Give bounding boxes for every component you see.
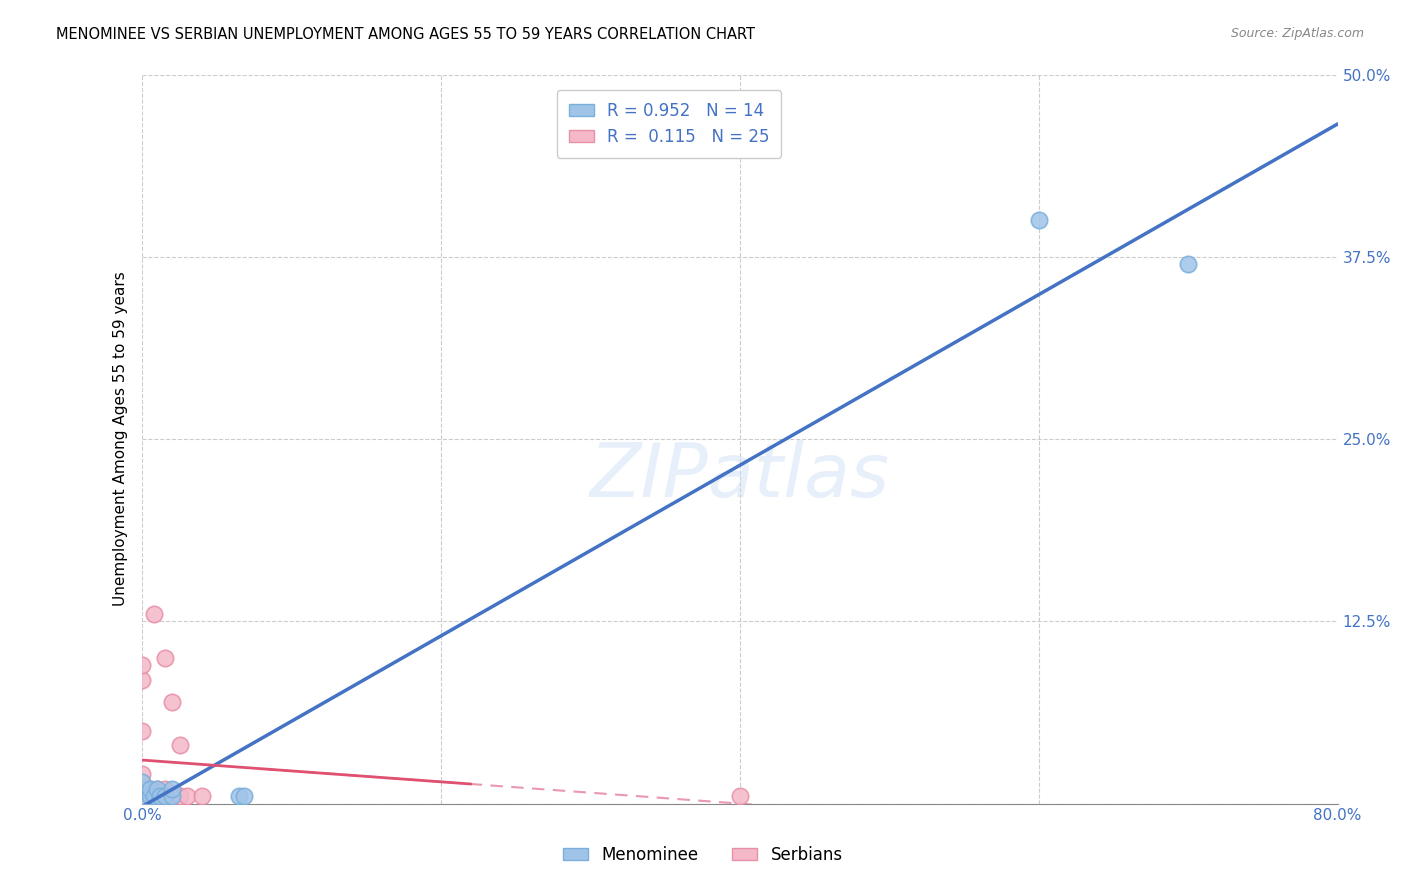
- Point: [146, 789, 169, 804]
- Point: [139, 789, 162, 804]
- Text: MENOMINEE VS SERBIAN UNEMPLOYMENT AMONG AGES 55 TO 59 YEARS CORRELATION CHART: MENOMINEE VS SERBIAN UNEMPLOYMENT AMONG …: [56, 27, 755, 42]
- Point: [139, 789, 162, 804]
- Point: [160, 789, 183, 804]
- Point: [131, 673, 153, 687]
- Point: [191, 789, 214, 804]
- Point: [131, 789, 153, 804]
- Point: [153, 650, 176, 665]
- Point: [169, 789, 191, 804]
- Point: [160, 782, 183, 797]
- Point: [146, 782, 169, 797]
- Point: [153, 789, 176, 804]
- Point: [131, 782, 153, 797]
- Point: [131, 658, 153, 673]
- Point: [139, 782, 162, 797]
- Point: [160, 789, 183, 804]
- Y-axis label: Unemployment Among Ages 55 to 59 years: Unemployment Among Ages 55 to 59 years: [114, 272, 128, 607]
- Legend: Menominee, Serbians: Menominee, Serbians: [557, 839, 849, 871]
- Point: [153, 789, 176, 804]
- Point: [149, 789, 172, 804]
- Text: ZIPatlas: ZIPatlas: [591, 440, 890, 511]
- Point: [149, 789, 172, 804]
- Point: [232, 789, 254, 804]
- Point: [143, 607, 166, 621]
- Point: [131, 782, 153, 797]
- Legend: R = 0.952   N = 14, R =  0.115   N = 25: R = 0.952 N = 14, R = 0.115 N = 25: [557, 90, 782, 158]
- Point: [146, 782, 169, 797]
- Point: [1028, 213, 1050, 227]
- Point: [143, 789, 166, 804]
- Point: [160, 789, 183, 804]
- Point: [228, 789, 250, 804]
- Point: [1177, 257, 1199, 271]
- Point: [176, 789, 198, 804]
- Point: [169, 739, 191, 753]
- Text: Source: ZipAtlas.com: Source: ZipAtlas.com: [1230, 27, 1364, 40]
- Point: [153, 782, 176, 797]
- Point: [143, 789, 166, 804]
- Point: [131, 723, 153, 738]
- Point: [131, 789, 153, 804]
- Point: [131, 767, 153, 781]
- Point: [131, 774, 153, 789]
- Point: [139, 782, 162, 797]
- Point: [160, 694, 183, 708]
- Point: [728, 789, 751, 804]
- Point: [142, 789, 165, 804]
